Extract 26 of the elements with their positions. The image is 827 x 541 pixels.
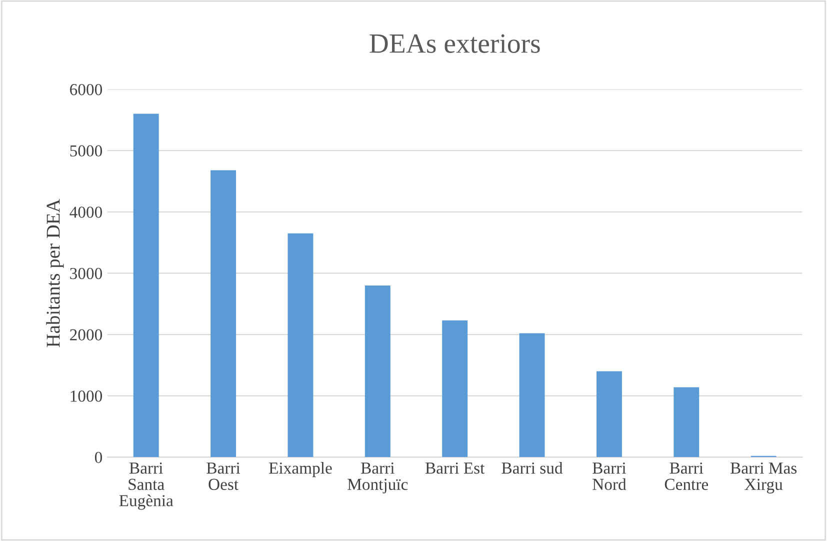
bar bbox=[596, 371, 622, 458]
x-tick-label: Barri Santa Eugènia bbox=[119, 462, 174, 510]
bar bbox=[288, 233, 314, 458]
bar bbox=[210, 170, 236, 458]
y-tick-label: 6000 bbox=[70, 84, 102, 96]
chart-title: DEAs exteriors bbox=[370, 34, 540, 53]
y-tick-label: 1000 bbox=[70, 390, 102, 402]
bar bbox=[364, 285, 390, 458]
y-tick-label: 2000 bbox=[70, 329, 102, 340]
x-tick-label: Barri Nord bbox=[592, 462, 626, 490]
x-tick-label: Barri Est bbox=[425, 462, 485, 474]
x-tick-label: Barri Mas Xirgu bbox=[730, 462, 797, 494]
x-tick-label: Barri Centre bbox=[664, 462, 708, 490]
bar bbox=[442, 320, 468, 458]
bar bbox=[674, 387, 700, 458]
y-tick-label: 0 bbox=[94, 452, 102, 464]
y-tick-label: 5000 bbox=[70, 145, 102, 157]
y-tick-label: 3000 bbox=[70, 268, 102, 280]
x-tick-label: Eixample bbox=[269, 462, 332, 478]
y-axis-title: Habitants per DEA bbox=[46, 198, 64, 348]
bar bbox=[133, 114, 159, 458]
y-tick-label: 4000 bbox=[70, 206, 102, 218]
x-tick-label: Barri Montjuïc bbox=[348, 462, 408, 494]
x-tick-label: Barri Oest bbox=[206, 462, 240, 490]
x-tick-label: Barri sud bbox=[502, 462, 563, 474]
bar bbox=[519, 333, 545, 458]
